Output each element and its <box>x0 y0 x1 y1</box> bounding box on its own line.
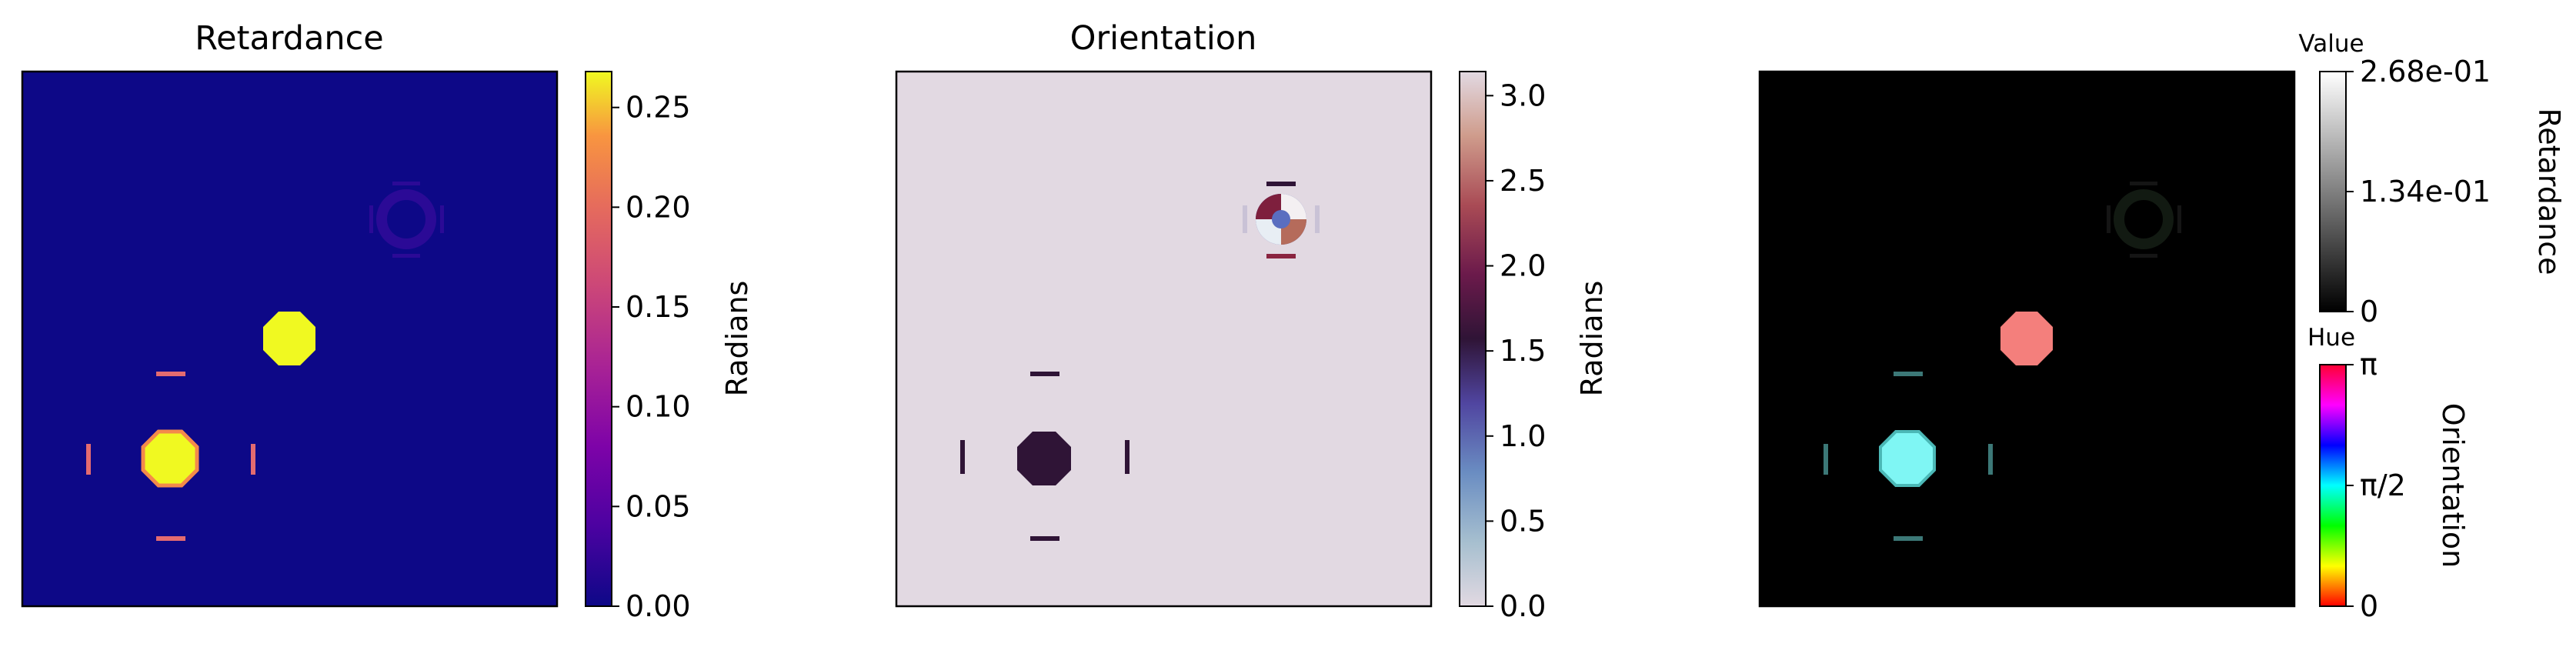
hue-colorbar-tick-label: 0 <box>2360 589 2378 623</box>
retardance-colorbar-ticks: 0.00 0.05 0.10 0.15 0.20 0.25 <box>612 91 691 623</box>
overlay-cyan-octagon <box>1879 430 1936 487</box>
value-colorbar <box>2319 71 2347 312</box>
orientation-bar-top <box>1030 372 1059 376</box>
value-colorbar-ticks: 0 1.34e-01 2.68e-01 <box>2346 55 2491 329</box>
hue-colorbar-label: Orientation <box>2436 403 2470 569</box>
value-colorbar-tick-label: 1.34e-01 <box>2360 175 2491 208</box>
retardance-bar-bottom <box>156 536 185 541</box>
overlay-bar-bottom <box>1894 536 1923 541</box>
retardance-solid-octagon <box>263 312 315 365</box>
orientation-colorbar-tick-label: 0.0 <box>1500 589 1546 623</box>
orientation-dark-octagon <box>1017 432 1071 485</box>
retardance-center-octagon <box>141 429 199 488</box>
retardance-colorbar-tick-label: 0.15 <box>626 290 691 324</box>
orientation-colorbar <box>1459 71 1487 607</box>
orientation-bar-left <box>960 440 965 474</box>
retardance-faint-ring <box>369 182 444 258</box>
overlay-faint-ring <box>2107 182 2181 258</box>
hue-colorbar-tick-label: π/2 <box>2360 469 2406 502</box>
value-colorbar-tick-label: 2.68e-01 <box>2360 55 2491 88</box>
orientation-colorbar-tick-label: 1.0 <box>1500 419 1546 453</box>
value-colorbar-tick-label: 0 <box>2360 295 2378 329</box>
overlay-bar-right <box>1988 444 1993 475</box>
retardance-colorbar-tick-label: 0.00 <box>626 589 691 623</box>
orientation-panel: Orientation 0.0 0.5 1.0 1.5 2.0 2.5 3.0 Radian… <box>895 19 1609 623</box>
hue-colorbar-title: Hue <box>2307 324 2355 352</box>
orientation-colorbar-label: Radians <box>1575 281 1609 397</box>
value-colorbar-label: Retardance <box>2532 108 2566 275</box>
retardance-colorbar-label: Radians <box>720 281 754 397</box>
orientation-colorbar-tick-label: 3.0 <box>1500 78 1546 112</box>
hue-colorbar <box>2319 364 2347 607</box>
retardance-colorbar-tick-label: 0.20 <box>626 190 691 224</box>
retardance-colorbar-tick-label: 0.10 <box>626 390 691 424</box>
retardance-bar-left <box>86 444 91 475</box>
orientation-colorbar-tick-label: 0.5 <box>1500 504 1546 538</box>
hue-colorbar-ticks: 0 π/2 π <box>2346 348 2406 623</box>
overlay-bar-left <box>1824 444 1828 475</box>
retardance-bar-right <box>251 444 255 475</box>
overlay-bar-top <box>1894 372 1923 376</box>
orientation-twisted-ring <box>1243 182 1320 258</box>
value-colorbar-title: Value <box>2298 30 2364 58</box>
orientation-colorbar-tick-label: 2.0 <box>1500 249 1546 283</box>
retardance-panel: Retardance 0.00 0.05 0.10 0.15 0.20 0.25 Radi… <box>21 19 754 623</box>
orientation-bar-right <box>1125 440 1130 474</box>
retardance-colorbar-tick-label: 0.25 <box>626 91 691 125</box>
retardance-colorbar <box>585 71 612 607</box>
orientation-colorbar-tick-label: 1.5 <box>1500 334 1546 368</box>
overlay-panel: Value 0 1.34e-01 2.68e-01 Retardance Hue 0… <box>1758 30 2566 623</box>
orientation-colorbar-ticks: 0.0 0.5 1.0 1.5 2.0 2.5 3.0 <box>1486 78 1546 623</box>
retardance-title: Retardance <box>195 19 384 58</box>
orientation-colorbar-tick-label: 2.5 <box>1500 164 1546 198</box>
retardance-bar-top <box>156 372 185 376</box>
orientation-title: Orientation <box>1070 19 1257 58</box>
overlay-salmon-octagon <box>2000 312 2053 365</box>
orientation-bar-bottom <box>1030 536 1059 541</box>
hue-colorbar-tick-label: π <box>2360 348 2377 382</box>
orientation-image <box>896 72 1431 606</box>
retardance-colorbar-tick-label: 0.05 <box>626 489 691 523</box>
